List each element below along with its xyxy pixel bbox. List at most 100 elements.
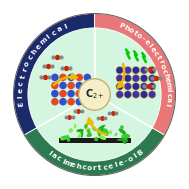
Ellipse shape <box>103 128 109 136</box>
Ellipse shape <box>69 128 73 133</box>
Text: i: i <box>133 153 138 159</box>
Text: l: l <box>164 103 171 107</box>
Circle shape <box>140 66 148 74</box>
Circle shape <box>59 74 67 81</box>
Circle shape <box>67 82 75 89</box>
Ellipse shape <box>100 125 104 134</box>
Wedge shape <box>24 128 165 176</box>
Text: c: c <box>103 164 108 171</box>
Circle shape <box>116 91 123 98</box>
Ellipse shape <box>117 138 125 141</box>
Circle shape <box>75 74 83 81</box>
Text: h: h <box>162 72 169 79</box>
Text: t: t <box>98 165 102 171</box>
Circle shape <box>132 66 140 74</box>
Text: e: e <box>108 163 114 170</box>
Text: t: t <box>19 74 26 79</box>
Circle shape <box>148 74 156 82</box>
Ellipse shape <box>92 127 97 131</box>
Circle shape <box>51 74 59 81</box>
Circle shape <box>59 90 67 97</box>
Circle shape <box>75 82 83 89</box>
Text: o: o <box>127 155 134 163</box>
Text: i: i <box>46 34 51 40</box>
Ellipse shape <box>60 136 68 140</box>
Text: e: e <box>149 46 157 53</box>
Text: l: l <box>64 23 68 30</box>
Text: l: l <box>114 162 118 168</box>
Text: o: o <box>24 60 31 67</box>
Circle shape <box>140 74 148 82</box>
Text: o: o <box>86 165 92 171</box>
Ellipse shape <box>87 129 91 135</box>
Circle shape <box>79 79 110 110</box>
Text: e: e <box>70 162 76 169</box>
Ellipse shape <box>98 135 106 140</box>
Wedge shape <box>13 13 94 135</box>
Text: c: c <box>27 54 34 61</box>
Text: r: r <box>157 59 164 65</box>
Ellipse shape <box>122 138 126 144</box>
Text: l: l <box>46 150 52 156</box>
Ellipse shape <box>77 133 82 138</box>
Ellipse shape <box>98 128 102 136</box>
Ellipse shape <box>86 128 91 132</box>
Circle shape <box>132 74 140 82</box>
Text: e: e <box>118 160 124 167</box>
Text: e: e <box>18 88 24 93</box>
Circle shape <box>124 83 132 90</box>
Circle shape <box>51 98 59 105</box>
Text: m: m <box>63 159 73 167</box>
Circle shape <box>116 66 123 74</box>
Circle shape <box>124 91 132 98</box>
Circle shape <box>116 74 123 82</box>
Ellipse shape <box>109 130 112 134</box>
Circle shape <box>140 83 148 90</box>
Text: c: c <box>161 68 168 74</box>
Text: e: e <box>35 43 42 50</box>
Circle shape <box>148 66 156 74</box>
Circle shape <box>124 74 132 82</box>
Circle shape <box>75 98 83 105</box>
Circle shape <box>84 90 91 97</box>
Ellipse shape <box>121 134 130 139</box>
Text: t: t <box>155 55 162 61</box>
Text: i: i <box>165 89 171 92</box>
Circle shape <box>67 98 75 105</box>
Text: h: h <box>30 48 38 56</box>
Text: e: e <box>163 77 170 83</box>
Text: l: l <box>18 96 24 98</box>
Ellipse shape <box>60 136 65 140</box>
Circle shape <box>75 90 83 97</box>
Text: h: h <box>123 24 130 32</box>
Ellipse shape <box>119 129 126 134</box>
Text: l: l <box>147 43 153 49</box>
Text: c: c <box>18 81 25 86</box>
Text: i: i <box>61 158 65 164</box>
Circle shape <box>59 82 67 89</box>
Text: o: o <box>127 26 134 34</box>
Text: -: - <box>123 158 129 165</box>
Text: P: P <box>119 22 125 30</box>
Circle shape <box>51 82 59 89</box>
Ellipse shape <box>80 131 83 138</box>
Text: a: a <box>165 97 171 103</box>
Text: o: o <box>159 63 167 70</box>
Ellipse shape <box>94 137 98 141</box>
Text: t: t <box>132 29 138 36</box>
Text: c: c <box>50 29 57 36</box>
Ellipse shape <box>66 135 70 142</box>
Circle shape <box>148 83 156 90</box>
Text: -: - <box>140 36 146 42</box>
Circle shape <box>59 98 67 105</box>
Text: C$_{2+}$: C$_{2+}$ <box>85 88 104 101</box>
Circle shape <box>84 82 91 89</box>
Text: r: r <box>21 67 28 73</box>
Ellipse shape <box>120 125 124 129</box>
Circle shape <box>84 98 91 105</box>
Text: m: m <box>38 37 48 46</box>
Wedge shape <box>94 13 176 135</box>
Text: E: E <box>18 101 25 107</box>
Circle shape <box>148 91 156 98</box>
Text: e: e <box>143 38 150 46</box>
